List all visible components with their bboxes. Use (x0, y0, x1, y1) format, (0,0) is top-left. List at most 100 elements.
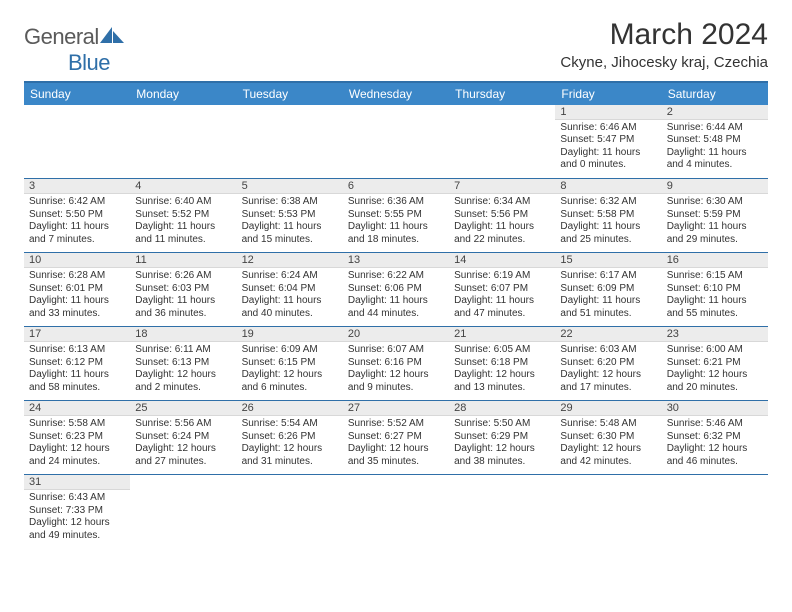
calendar-day: 25Sunrise: 5:56 AMSunset: 6:24 PMDayligh… (130, 401, 236, 475)
calendar-day: 21Sunrise: 6:05 AMSunset: 6:18 PMDayligh… (449, 327, 555, 401)
calendar-day: 2Sunrise: 6:44 AMSunset: 5:48 PMDaylight… (662, 105, 768, 179)
calendar-week: 24Sunrise: 5:58 AMSunset: 6:23 PMDayligh… (24, 401, 768, 475)
calendar-day: 6Sunrise: 6:36 AMSunset: 5:55 PMDaylight… (343, 179, 449, 253)
day-number: 8 (555, 179, 661, 194)
day-info: Sunrise: 6:44 AMSunset: 5:48 PMDaylight:… (662, 120, 768, 172)
weekday-header: Friday (555, 83, 661, 105)
weekday-header: Wednesday (343, 83, 449, 105)
brand-text-2: Blue (68, 50, 110, 76)
calendar-day: 5Sunrise: 6:38 AMSunset: 5:53 PMDaylight… (237, 179, 343, 253)
day-number: 31 (24, 475, 130, 490)
day-info: Sunrise: 6:05 AMSunset: 6:18 PMDaylight:… (449, 342, 555, 394)
day-info: Sunrise: 6:34 AMSunset: 5:56 PMDaylight:… (449, 194, 555, 246)
day-info: Sunrise: 6:40 AMSunset: 5:52 PMDaylight:… (130, 194, 236, 246)
day-info: Sunrise: 6:19 AMSunset: 6:07 PMDaylight:… (449, 268, 555, 320)
calendar-day: 9Sunrise: 6:30 AMSunset: 5:59 PMDaylight… (662, 179, 768, 253)
brand-text: General Blue (24, 24, 125, 76)
weekday-header: Tuesday (237, 83, 343, 105)
calendar-day: 26Sunrise: 5:54 AMSunset: 6:26 PMDayligh… (237, 401, 343, 475)
calendar-day: 19Sunrise: 6:09 AMSunset: 6:15 PMDayligh… (237, 327, 343, 401)
header: General Blue March 2024 Ckyne, Jihocesky… (24, 18, 768, 77)
calendar-day: 23Sunrise: 6:00 AMSunset: 6:21 PMDayligh… (662, 327, 768, 401)
calendar-day-empty (449, 475, 555, 549)
calendar-day: 18Sunrise: 6:11 AMSunset: 6:13 PMDayligh… (130, 327, 236, 401)
calendar-day: 10Sunrise: 6:28 AMSunset: 6:01 PMDayligh… (24, 253, 130, 327)
calendar-page: General Blue March 2024 Ckyne, Jihocesky… (0, 0, 792, 567)
day-number: 3 (24, 179, 130, 194)
day-number: 30 (662, 401, 768, 416)
day-number: 7 (449, 179, 555, 194)
day-info: Sunrise: 6:36 AMSunset: 5:55 PMDaylight:… (343, 194, 449, 246)
calendar-day-empty (130, 475, 236, 549)
calendar-day: 7Sunrise: 6:34 AMSunset: 5:56 PMDaylight… (449, 179, 555, 253)
calendar-week: 10Sunrise: 6:28 AMSunset: 6:01 PMDayligh… (24, 253, 768, 327)
calendar-day-empty (555, 475, 661, 549)
calendar-body: 1Sunrise: 6:46 AMSunset: 5:47 PMDaylight… (24, 105, 768, 549)
calendar-day: 15Sunrise: 6:17 AMSunset: 6:09 PMDayligh… (555, 253, 661, 327)
day-info: Sunrise: 6:03 AMSunset: 6:20 PMDaylight:… (555, 342, 661, 394)
calendar-head: SundayMondayTuesdayWednesdayThursdayFrid… (24, 83, 768, 105)
day-number: 24 (24, 401, 130, 416)
day-number: 10 (24, 253, 130, 268)
day-info: Sunrise: 6:09 AMSunset: 6:15 PMDaylight:… (237, 342, 343, 394)
day-info: Sunrise: 5:52 AMSunset: 6:27 PMDaylight:… (343, 416, 449, 468)
calendar-day: 14Sunrise: 6:19 AMSunset: 6:07 PMDayligh… (449, 253, 555, 327)
calendar-day-empty (343, 105, 449, 179)
day-info: Sunrise: 6:38 AMSunset: 5:53 PMDaylight:… (237, 194, 343, 246)
day-info: Sunrise: 6:11 AMSunset: 6:13 PMDaylight:… (130, 342, 236, 394)
day-info: Sunrise: 5:54 AMSunset: 6:26 PMDaylight:… (237, 416, 343, 468)
calendar-day: 22Sunrise: 6:03 AMSunset: 6:20 PMDayligh… (555, 327, 661, 401)
day-number: 14 (449, 253, 555, 268)
day-number: 19 (237, 327, 343, 342)
calendar-table: SundayMondayTuesdayWednesdayThursdayFrid… (24, 83, 768, 549)
calendar-day-empty (237, 475, 343, 549)
day-info: Sunrise: 6:22 AMSunset: 6:06 PMDaylight:… (343, 268, 449, 320)
day-number: 20 (343, 327, 449, 342)
calendar-day: 28Sunrise: 5:50 AMSunset: 6:29 PMDayligh… (449, 401, 555, 475)
calendar-day-empty (662, 475, 768, 549)
calendar-day: 4Sunrise: 6:40 AMSunset: 5:52 PMDaylight… (130, 179, 236, 253)
day-number: 15 (555, 253, 661, 268)
calendar-day: 8Sunrise: 6:32 AMSunset: 5:58 PMDaylight… (555, 179, 661, 253)
day-number: 9 (662, 179, 768, 194)
day-info: Sunrise: 6:15 AMSunset: 6:10 PMDaylight:… (662, 268, 768, 320)
day-info: Sunrise: 6:43 AMSunset: 7:33 PMDaylight:… (24, 490, 130, 542)
sail-icon (99, 26, 125, 44)
day-number: 26 (237, 401, 343, 416)
day-number: 2 (662, 105, 768, 120)
day-info: Sunrise: 5:48 AMSunset: 6:30 PMDaylight:… (555, 416, 661, 468)
day-info: Sunrise: 6:00 AMSunset: 6:21 PMDaylight:… (662, 342, 768, 394)
calendar-day-empty (449, 105, 555, 179)
day-info: Sunrise: 6:13 AMSunset: 6:12 PMDaylight:… (24, 342, 130, 394)
day-info: Sunrise: 6:28 AMSunset: 6:01 PMDaylight:… (24, 268, 130, 320)
day-info: Sunrise: 6:42 AMSunset: 5:50 PMDaylight:… (24, 194, 130, 246)
day-info: Sunrise: 5:58 AMSunset: 6:23 PMDaylight:… (24, 416, 130, 468)
day-number: 29 (555, 401, 661, 416)
day-number: 18 (130, 327, 236, 342)
day-number: 13 (343, 253, 449, 268)
calendar-day: 11Sunrise: 6:26 AMSunset: 6:03 PMDayligh… (130, 253, 236, 327)
brand-logo: General Blue (24, 24, 125, 76)
day-info: Sunrise: 6:30 AMSunset: 5:59 PMDaylight:… (662, 194, 768, 246)
weekday-header: Thursday (449, 83, 555, 105)
day-info: Sunrise: 6:07 AMSunset: 6:16 PMDaylight:… (343, 342, 449, 394)
day-number: 28 (449, 401, 555, 416)
day-number: 6 (343, 179, 449, 194)
day-number: 12 (237, 253, 343, 268)
calendar-day: 20Sunrise: 6:07 AMSunset: 6:16 PMDayligh… (343, 327, 449, 401)
calendar-day-empty (24, 105, 130, 179)
day-info: Sunrise: 6:32 AMSunset: 5:58 PMDaylight:… (555, 194, 661, 246)
day-number: 27 (343, 401, 449, 416)
location-text: Ckyne, Jihocesky kraj, Czechia (560, 54, 768, 71)
day-number: 22 (555, 327, 661, 342)
day-info: Sunrise: 6:46 AMSunset: 5:47 PMDaylight:… (555, 120, 661, 172)
calendar-day: 16Sunrise: 6:15 AMSunset: 6:10 PMDayligh… (662, 253, 768, 327)
day-number: 25 (130, 401, 236, 416)
day-info: Sunrise: 5:50 AMSunset: 6:29 PMDaylight:… (449, 416, 555, 468)
calendar-day: 17Sunrise: 6:13 AMSunset: 6:12 PMDayligh… (24, 327, 130, 401)
title-block: March 2024 Ckyne, Jihocesky kraj, Czechi… (560, 18, 768, 77)
calendar-week: 1Sunrise: 6:46 AMSunset: 5:47 PMDaylight… (24, 105, 768, 179)
calendar-day: 29Sunrise: 5:48 AMSunset: 6:30 PMDayligh… (555, 401, 661, 475)
calendar-day: 3Sunrise: 6:42 AMSunset: 5:50 PMDaylight… (24, 179, 130, 253)
day-info: Sunrise: 5:46 AMSunset: 6:32 PMDaylight:… (662, 416, 768, 468)
